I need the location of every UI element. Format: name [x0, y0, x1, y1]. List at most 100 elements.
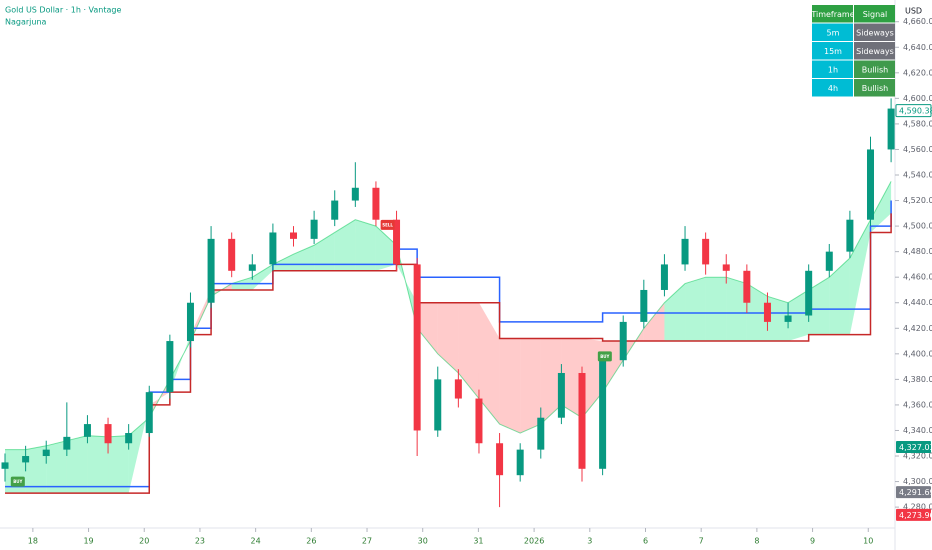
- candle-body: [660, 264, 668, 290]
- x-tick-label: 3: [587, 537, 592, 546]
- trend-cloud: [314, 232, 335, 271]
- currency: USD: [905, 7, 922, 16]
- trend-cloud: [499, 338, 521, 434]
- candle-body: [372, 187, 380, 220]
- trend-cloud: [87, 435, 109, 494]
- x-tick-label: 18: [28, 537, 38, 546]
- trend-cloud: [767, 296, 789, 342]
- signal-cell: [854, 79, 895, 97]
- x-tick-label: 26: [306, 537, 316, 546]
- candle-body: [784, 315, 792, 322]
- candle-body: [763, 302, 771, 322]
- y-tick-label: 4,400.00: [903, 349, 932, 358]
- signal-label: BUY: [600, 354, 609, 359]
- timeframe: 5m: [827, 28, 840, 37]
- x-tick-label: 24: [251, 537, 261, 546]
- chart-title: Gold US Dollar · 1h · Vantage: [5, 6, 121, 15]
- price-label-box: [896, 508, 931, 521]
- candle-body: [496, 443, 504, 476]
- trend-cloud: [375, 226, 397, 271]
- trend-cloud: [108, 435, 129, 494]
- y-tick-label: 4,500.00: [903, 222, 932, 231]
- signal: Bullish: [862, 65, 888, 74]
- trend-cloud: [705, 277, 727, 342]
- x-tick-label: 30: [418, 537, 428, 546]
- candle-body: [599, 360, 607, 469]
- x-tick-label: 20: [139, 537, 149, 546]
- trend-cloud: [334, 219, 356, 271]
- trend-cloud: [169, 334, 191, 393]
- trend-cloud: [540, 338, 562, 425]
- x-tick-label: 6: [643, 537, 648, 546]
- y-tick-label: 4,460.00: [903, 273, 932, 282]
- signal-marker: [380, 219, 395, 230]
- candle-body: [722, 264, 730, 271]
- timeframe: 1h: [828, 65, 838, 74]
- y-tick-label: 4,280.00: [903, 503, 932, 512]
- y-tick-label: 4,620.00: [903, 68, 932, 77]
- y-tick-label: 4,520.00: [903, 196, 932, 205]
- signal-cell: [854, 42, 895, 60]
- signal-marker: [10, 476, 25, 487]
- candle-body: [83, 424, 91, 437]
- candle-body: [702, 238, 710, 265]
- candle-body: [434, 379, 442, 431]
- signal-label: SELL: [382, 222, 393, 227]
- candle-body: [104, 424, 112, 444]
- timeframe: 15m: [824, 47, 842, 56]
- y-tick-label: 4,600.00: [903, 94, 932, 103]
- x-tick-label: 9: [810, 537, 815, 546]
- table-header-cell: [812, 5, 853, 23]
- candle-body: [887, 108, 895, 150]
- x-tick-label: 10: [863, 537, 873, 546]
- trend-cloud: [520, 338, 541, 434]
- trend-cloud: [46, 440, 67, 494]
- candle-body: [310, 219, 318, 239]
- candle-body: [22, 456, 30, 463]
- candle-body: [516, 449, 524, 476]
- indicator-name: Nagarjuna: [5, 18, 47, 27]
- candle-body: [269, 232, 277, 265]
- y-tick-label: 4,660.00: [903, 17, 932, 26]
- candle-body: [846, 219, 854, 252]
- price-label-box: [895, 104, 932, 118]
- trend-cloud: [478, 302, 500, 425]
- candle-body: [290, 232, 298, 239]
- signal-marker: [597, 351, 612, 362]
- trend-cloud: [561, 338, 583, 418]
- candle-body: [393, 219, 401, 265]
- price-label: 4,327.03: [899, 443, 932, 452]
- candle-body: [537, 417, 545, 450]
- signal: Bullish: [862, 84, 888, 93]
- trend-cloud: [849, 219, 871, 335]
- y-tick-label: 4,480.00: [903, 247, 932, 256]
- y-tick-label: 4,640.00: [903, 43, 932, 52]
- trend-cloud: [458, 302, 479, 399]
- timeframe-cell: [812, 42, 853, 60]
- trend-cloud: [128, 404, 150, 494]
- candle-body: [743, 270, 751, 303]
- signal: Sideways: [856, 47, 894, 56]
- y-tick-label: 4,340.00: [903, 426, 932, 435]
- candle-body: [42, 449, 50, 457]
- candle-body: [125, 433, 133, 444]
- price-label: 4,291.69: [899, 488, 932, 497]
- candle-body: [866, 149, 874, 220]
- signal-cell: [854, 60, 895, 78]
- y-tick-label: 4,540.00: [903, 171, 932, 180]
- trend-cloud: [870, 181, 892, 233]
- trend-cloud: [272, 254, 294, 271]
- candle-body: [186, 302, 194, 342]
- trend-cloud: [808, 277, 830, 335]
- trend-cloud: [788, 289, 809, 342]
- candle-body: [640, 289, 648, 322]
- candle-body: [207, 238, 215, 303]
- x-tick-label: 19: [83, 537, 93, 546]
- candle-body: [228, 238, 236, 271]
- trend-cloud: [355, 219, 376, 271]
- candle-body: [825, 251, 833, 271]
- trend-cloud: [66, 435, 88, 494]
- signal-label: BUY: [13, 479, 22, 484]
